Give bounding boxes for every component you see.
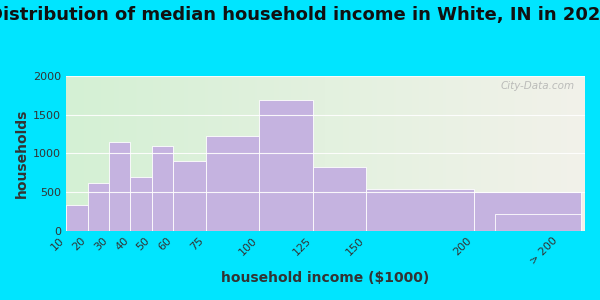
Bar: [88, 183, 109, 231]
Bar: [109, 142, 130, 231]
X-axis label: household income ($1000): household income ($1000): [221, 271, 430, 285]
Bar: [152, 146, 173, 231]
Bar: [66, 206, 88, 231]
Text: Distribution of median household income in White, IN in 2021: Distribution of median household income …: [0, 6, 600, 24]
Bar: [206, 136, 259, 231]
Bar: [473, 192, 581, 231]
Bar: [173, 161, 206, 231]
Bar: [367, 189, 473, 231]
Y-axis label: households: households: [15, 109, 29, 198]
Bar: [130, 178, 152, 231]
Bar: [495, 214, 581, 231]
Bar: [259, 100, 313, 231]
Text: City-Data.com: City-Data.com: [500, 81, 575, 91]
Bar: [313, 167, 367, 231]
